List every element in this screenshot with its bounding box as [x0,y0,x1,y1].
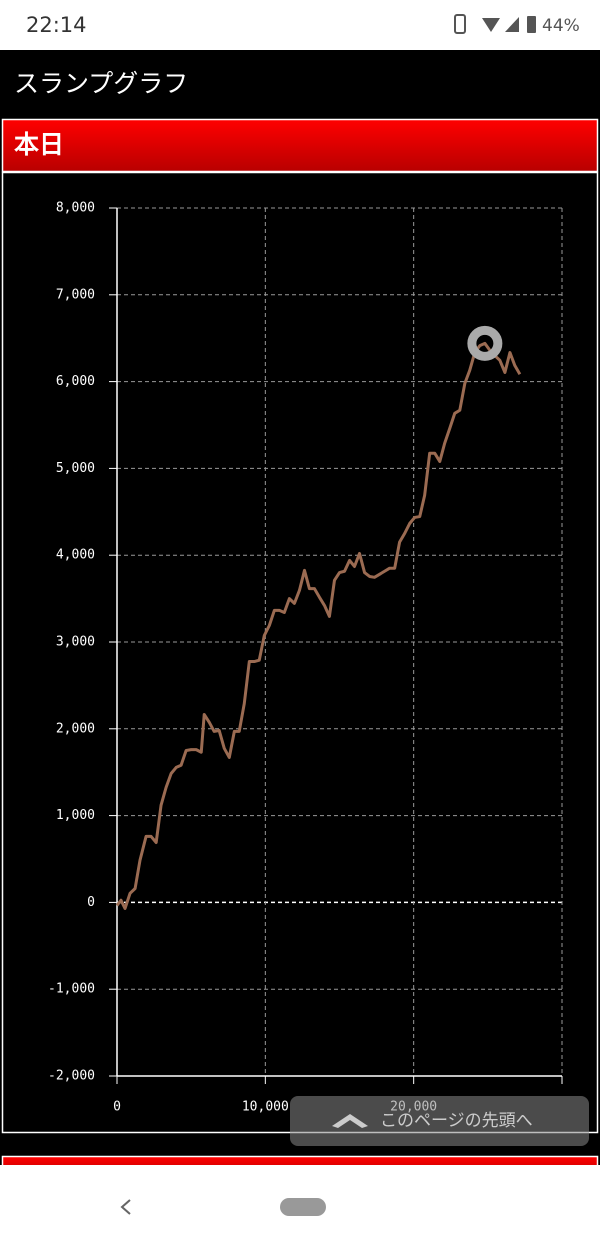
y-tick-label: -2,000 [48,1069,95,1084]
x-tick-label: 10,000 [242,1100,289,1115]
chevron-icon [332,1114,368,1128]
status-bar [0,0,600,50]
scroll-top-button[interactable]: このページの先頭へ [290,1096,589,1146]
y-tick-label: 3,000 [56,635,95,650]
series-line [115,341,522,910]
y-tick-label: 2,000 [56,721,95,736]
home-button[interactable] [280,1198,326,1216]
x-tick-label: 0 [113,1100,121,1115]
chart: -2,000 -1,000 0 1,000 2,000 3,000 4,000 5,000 6,… [48,201,563,1115]
y-tick-label: 1,000 [56,808,95,823]
y-tick-label: 6,000 [56,374,95,389]
back-button[interactable] [120,1199,131,1215]
y-tick-label: 0 [87,895,95,910]
y-tick-label: -1,000 [48,982,95,997]
scroll-top-background [290,1096,589,1146]
y-tick-label: 8,000 [56,201,95,216]
status-time: 22:14 [26,13,87,37]
status-battery: 44% [542,16,580,36]
scroll-top-label: このページの先頭へ [380,1111,533,1131]
status-icons [454,14,536,34]
y-tick-label: 5,000 [56,461,95,476]
highlight-point [467,325,503,361]
app-title: スランプグラフ [14,69,188,98]
y-tick-label: 7,000 [56,287,95,302]
section-title: 本日 [14,130,64,159]
y-tick-label: 4,000 [56,548,95,563]
section-header [1,118,599,173]
